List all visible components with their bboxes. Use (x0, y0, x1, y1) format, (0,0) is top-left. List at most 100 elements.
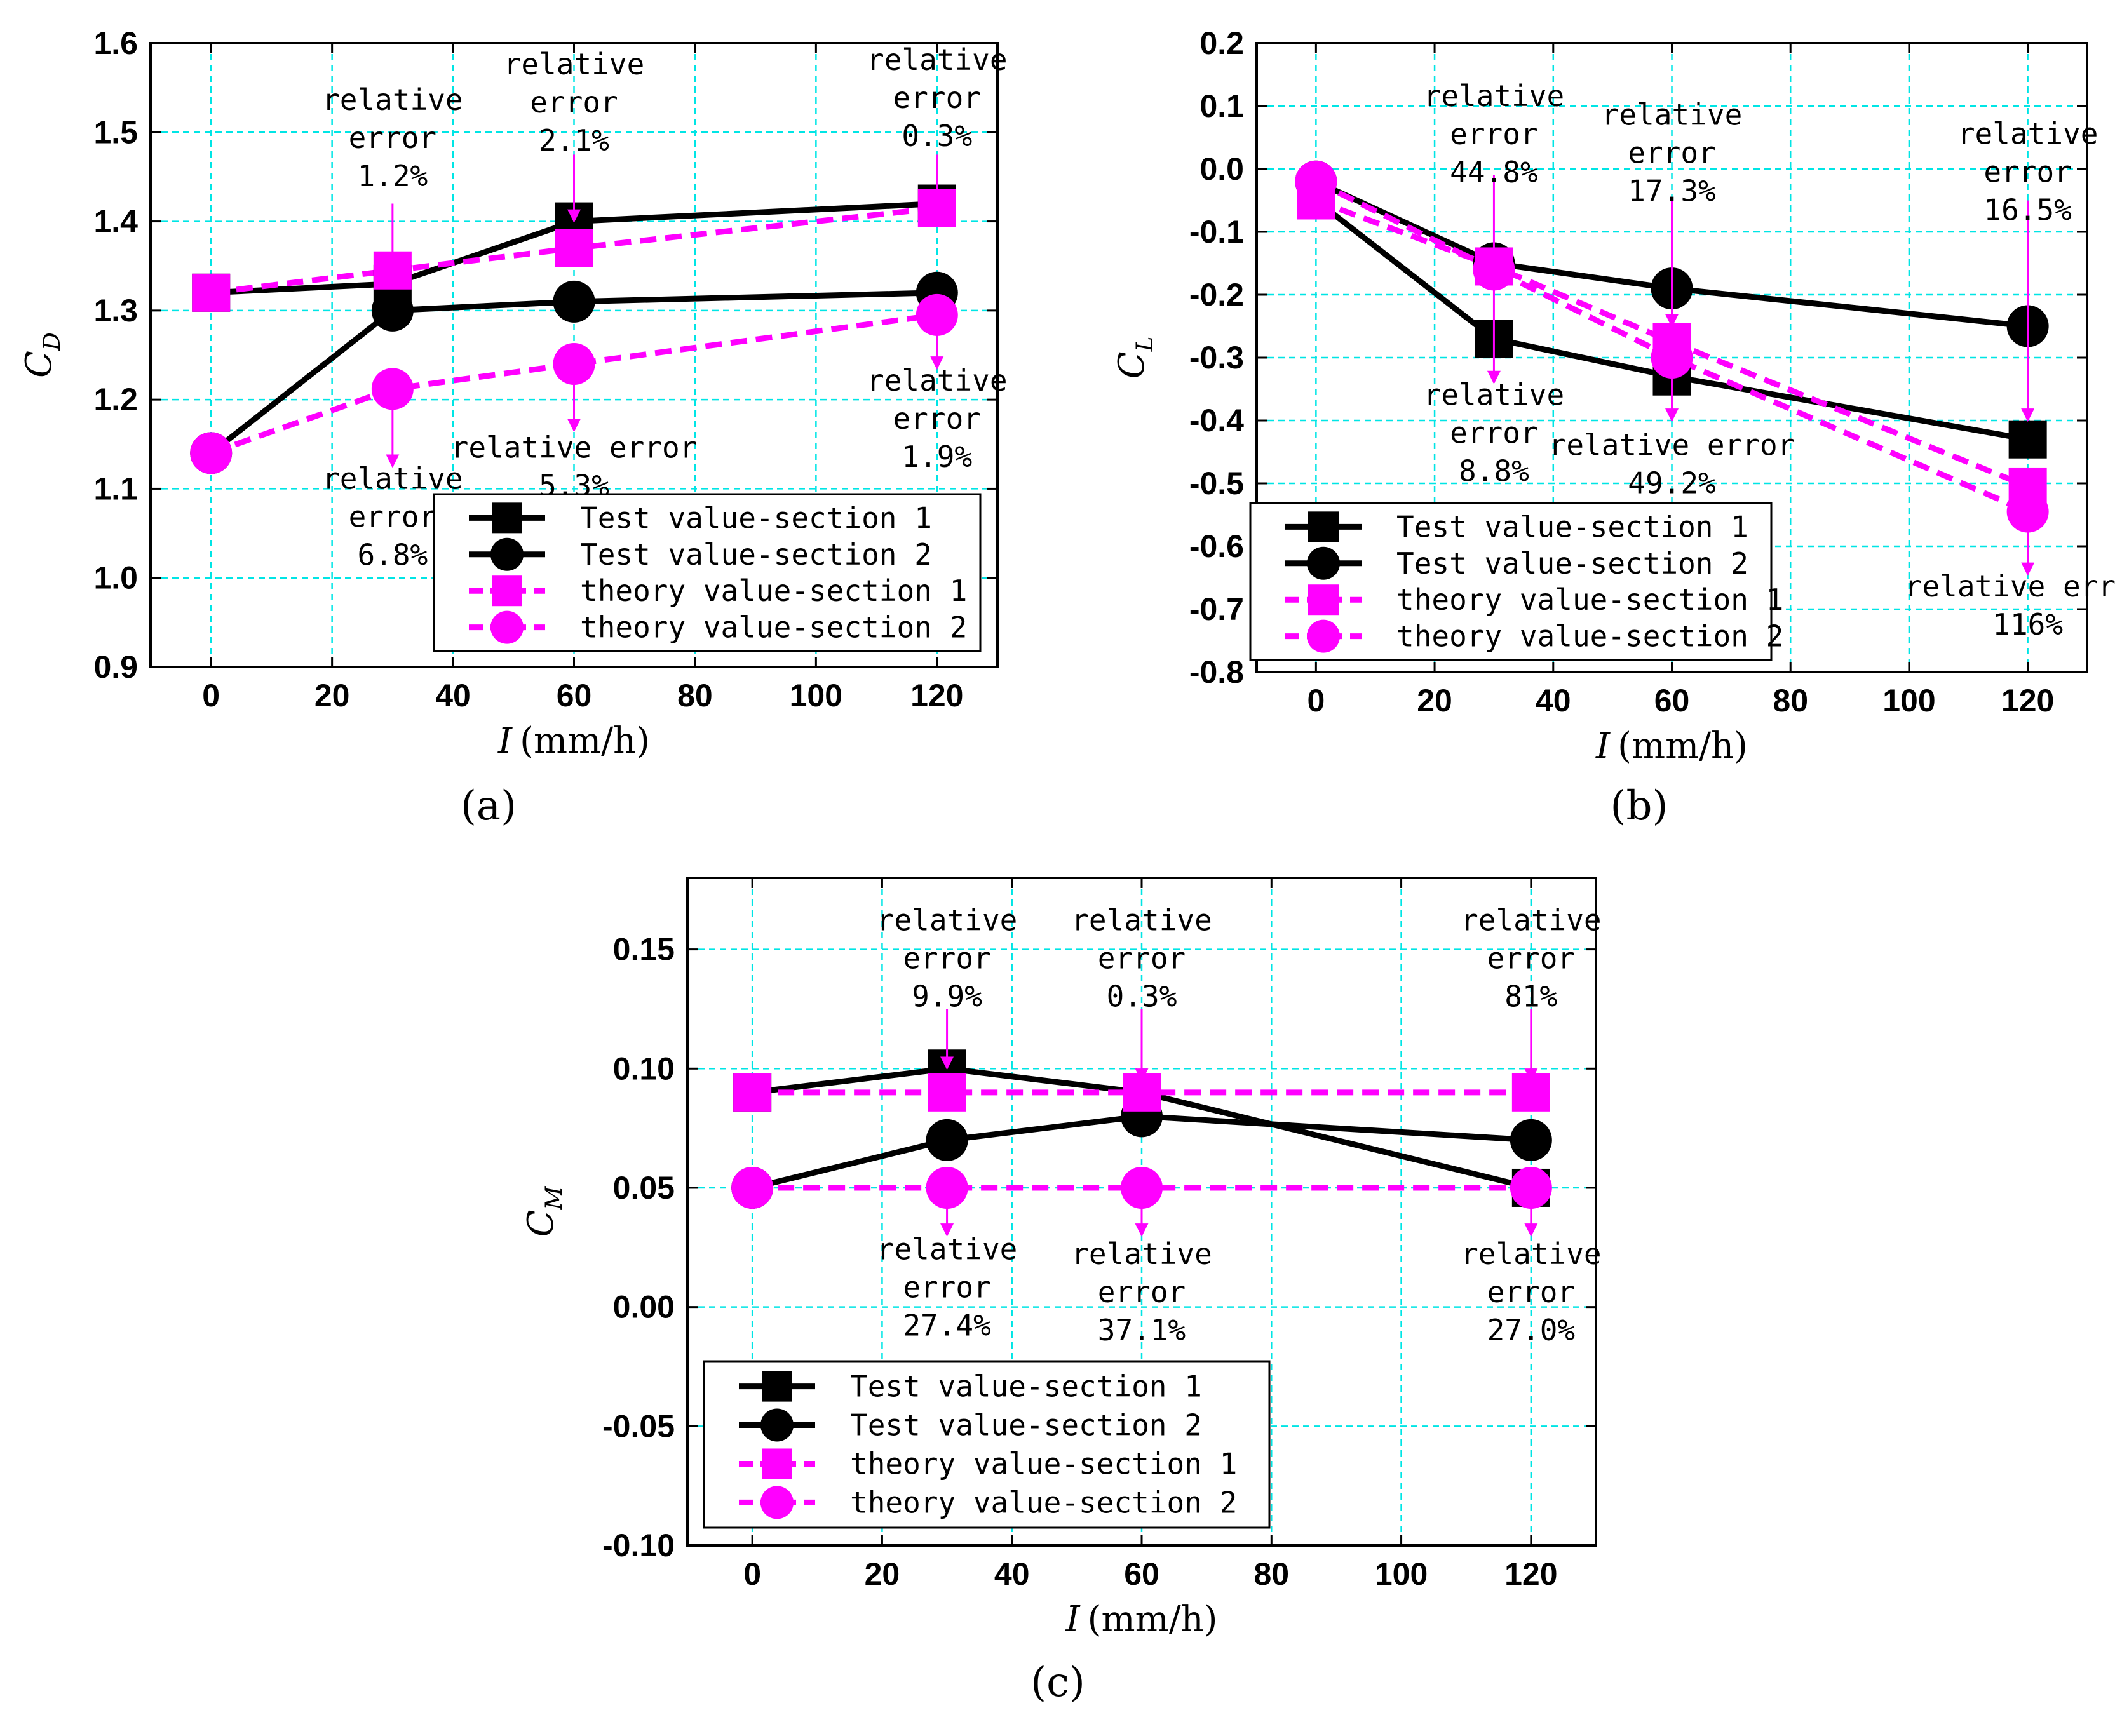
x-axis-label: I (mm/h) (1065, 1599, 1218, 1640)
legend-marker (492, 575, 522, 607)
annotation-text: relative error (1549, 427, 1795, 462)
y-axis-main: C (1111, 352, 1152, 379)
y-tick-label: 0.10 (613, 1051, 675, 1086)
legend-marker (762, 1448, 792, 1479)
x-tick-label: 100 (790, 678, 842, 713)
chart-a: 0 20 40 60 80 100 120 0.9 1.0 1.1 1.2 1.3 1.4 1.5 1.6 I… (18, 25, 1008, 830)
data-point (190, 432, 233, 474)
annotation-6: relative error 27.0% (1461, 1199, 1602, 1347)
y-tick-label: -0.8 (1189, 654, 1244, 690)
x-axis-unit: (mm/h) (1088, 1599, 1218, 1640)
y-tick-label: -0.7 (1189, 591, 1244, 627)
legend-marker (760, 1408, 794, 1442)
annotation-text: relative (867, 363, 1008, 398)
data-point (555, 229, 593, 267)
y-tick-label: 0.00 (613, 1289, 675, 1325)
x-tick-label: 60 (1654, 683, 1690, 718)
legend-label: theory value-section 1 (850, 1446, 1237, 1481)
annotation-text: error (1487, 941, 1575, 976)
annotation-text: 16.5% (1983, 192, 2071, 227)
annotation-text: 2.1% (539, 123, 609, 158)
subfigure-label-a: (a) (461, 783, 517, 830)
legend-marker (490, 537, 524, 571)
series-line-1 (210, 201, 938, 296)
legend-label: Test value-section 2 (850, 1408, 1202, 1443)
annotation-text: error (903, 1270, 990, 1305)
x-tick-label: 100 (1882, 683, 1935, 718)
y-tick-label: -0.4 (1189, 403, 1244, 438)
annotation-text: relative (322, 461, 463, 495)
legend-marker (762, 1371, 792, 1402)
annotation-text: error (349, 121, 436, 155)
legend-label: theory value-section 2 (850, 1485, 1237, 1519)
x-axis-unit: (mm/h) (1618, 725, 1748, 767)
annotation-text: error (530, 85, 618, 119)
annotation-text: 37.1% (1098, 1313, 1186, 1347)
data-point (731, 1166, 774, 1209)
annotation-text: relative (1071, 1237, 1212, 1271)
legend-marker (490, 610, 524, 644)
annotation-text: error (893, 81, 981, 115)
annotation-1: relative error 44.8% (1424, 79, 1565, 262)
chart-b: 0 20 40 60 80 100 120 -0.8 -0.7 -0.6 -0.5 -0.4 -0.3 -… (1111, 25, 2115, 830)
y-tick-label: -0.3 (1189, 340, 1244, 375)
y-tick-label: 1.6 (93, 25, 138, 61)
data-point (2006, 490, 2049, 533)
y-axis-subscript: D (39, 332, 65, 351)
data-point (553, 343, 595, 386)
legend-marker (1308, 511, 1339, 542)
annotation-text: relative error (451, 430, 698, 464)
annotation-text: 1.2% (357, 159, 428, 193)
y-tick-label: 1.0 (93, 560, 138, 596)
legend-label: Test value-section 1 (580, 501, 932, 535)
annotation-2: relative error 2.1% (504, 47, 644, 223)
y-axis-label: CL (1111, 337, 1158, 379)
annotation-text: relative error (1905, 569, 2115, 603)
data-point (1473, 248, 1515, 291)
subfigure-label-c: (c) (1030, 1659, 1085, 1706)
x-axis-var: I (497, 720, 513, 762)
annotation-text: error (893, 401, 981, 436)
annotation-text: error (1983, 154, 2071, 189)
annotation-text: 49.2% (1628, 466, 1715, 500)
annotation-text: 44.8% (1450, 155, 1537, 189)
annotation-text: 17.3% (1628, 174, 1715, 208)
y-axis-main: C (520, 1210, 562, 1237)
annotation-text: 9.9% (912, 979, 982, 1014)
annotation-text: relative (322, 83, 463, 117)
y-tick-label: -0.2 (1189, 277, 1244, 313)
x-tick-label: 20 (1417, 683, 1452, 718)
x-axis-label: I (mm/h) (1595, 725, 1748, 767)
series-line-2 (209, 290, 937, 455)
annotation-2: relative error 17.3% (1602, 98, 1742, 328)
annotation-text: relative (1424, 79, 1565, 113)
legend-label: theory value-section 2 (580, 610, 967, 645)
series-line-2 (752, 1113, 1532, 1191)
legend-marker (1307, 546, 1340, 580)
y-tick-label: 0.05 (613, 1170, 675, 1206)
annotation-text: relative (877, 903, 1018, 938)
annotation-text: error (349, 499, 436, 534)
legend-marker (1308, 584, 1339, 616)
series-line-3 (1314, 198, 2029, 490)
annotation-6: relative error 116% (1905, 521, 2115, 642)
y-axis-label: CD (18, 332, 65, 378)
annotation-1: relative error 1.2% (322, 83, 463, 272)
x-tick-label: 0 (743, 1556, 761, 1592)
legend-label: Test value-section 2 (1396, 546, 1748, 581)
series-line-4 (210, 312, 938, 456)
data-point (916, 293, 958, 336)
data-point (926, 1166, 968, 1209)
x-tick-label: 0 (1307, 683, 1325, 718)
x-axis-var: I (1595, 725, 1611, 767)
series-line-1 (752, 1065, 1532, 1191)
y-tick-label: 1.5 (93, 114, 138, 150)
y-tick-label: 0.0 (1199, 151, 1244, 187)
annotation-text: error (1628, 136, 1715, 170)
y-tick-label: 0.15 (613, 932, 675, 967)
